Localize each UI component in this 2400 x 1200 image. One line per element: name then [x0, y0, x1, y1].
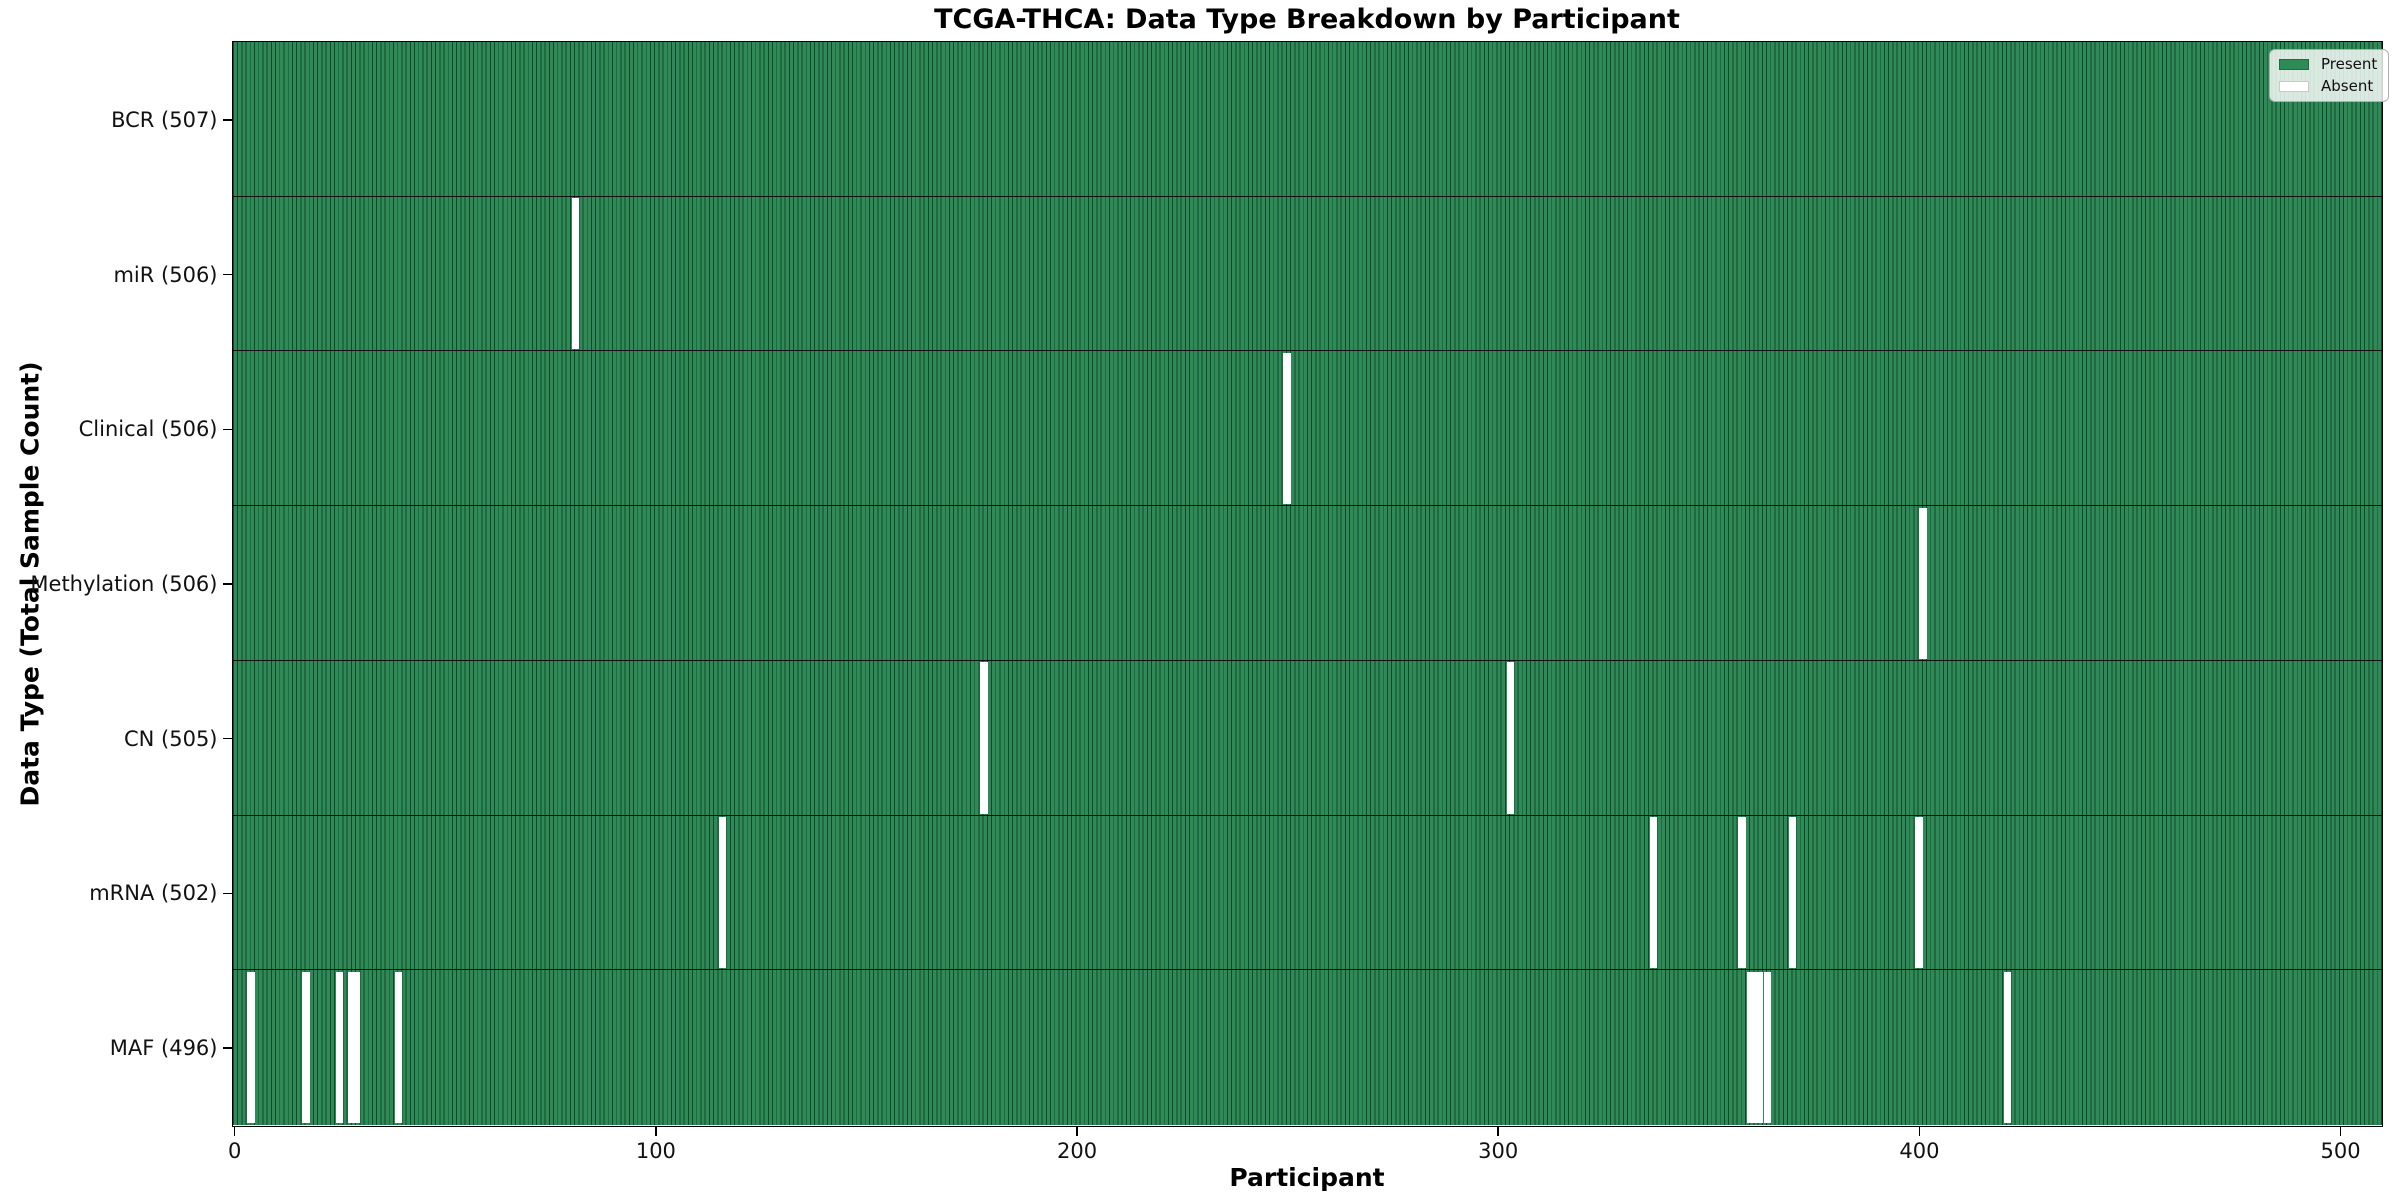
x-tick	[1076, 1127, 1078, 1136]
x-tick-label-300: 300	[1478, 1138, 1519, 1163]
row-mrna	[233, 815, 2382, 971]
x-tick-label-100: 100	[635, 1138, 676, 1163]
y-tick	[223, 892, 232, 895]
absent-gap	[1506, 662, 1515, 814]
absent-gap	[571, 198, 580, 350]
row-clinical	[233, 351, 2382, 507]
legend-entry-absent: Absent	[2279, 79, 2377, 94]
absent-gap	[2003, 971, 2012, 1123]
y-tick	[223, 1047, 232, 1049]
y-tick	[223, 428, 232, 431]
absent-gap	[394, 971, 403, 1123]
y-tick-label-maf: MAF (496)	[109, 1036, 218, 1061]
absent-gap	[335, 971, 344, 1123]
x-tick	[1497, 1127, 1499, 1136]
x-tick-label-400: 400	[1899, 1138, 1940, 1163]
legend-label-absent: Absent	[2321, 77, 2374, 95]
x-tick-label-500: 500	[2320, 1138, 2361, 1163]
absent-gap	[302, 971, 310, 1123]
y-tick	[223, 583, 232, 585]
row-mir	[233, 196, 2382, 352]
x-axis-label: Participant	[1229, 1163, 1385, 1192]
absent-gap	[1283, 352, 1291, 505]
absent-gap	[1738, 817, 1746, 969]
absent-gap	[1763, 971, 1771, 1123]
absent-gap	[1915, 817, 1923, 969]
row-maf	[233, 970, 2382, 1125]
absent-gap	[1788, 817, 1797, 969]
absent-gap	[1919, 507, 1927, 659]
legend-entry-present: Present	[2279, 57, 2377, 72]
x-tick	[1918, 1127, 1921, 1136]
absent-gap	[1746, 971, 1763, 1123]
y-tick-label-mir: miR (506)	[113, 262, 218, 287]
legend-label-present: Present	[2321, 55, 2378, 73]
y-tick-label-clinical: Clinical (506)	[78, 417, 218, 442]
y-tick	[223, 273, 232, 276]
absent-gap	[1649, 817, 1658, 969]
x-tick-label-0: 0	[228, 1138, 242, 1163]
y-tick	[223, 119, 232, 121]
y-tick-label-methylation: Methylation (506)	[30, 572, 218, 596]
y-tick	[223, 737, 232, 740]
x-tick	[2339, 1127, 2342, 1136]
present-swatch	[2279, 59, 2309, 70]
row-methylation	[233, 506, 2382, 661]
x-tick-label-200: 200	[1057, 1138, 1098, 1163]
row-cn	[233, 660, 2382, 816]
x-tick	[655, 1127, 657, 1136]
y-tick-label-mrna: mRNA (502)	[89, 881, 218, 906]
absent-gap	[719, 817, 727, 969]
absent-gap	[247, 971, 255, 1123]
chart-title: TCGA-THCA: Data Type Breakdown by Partic…	[934, 4, 1680, 35]
absent-gap	[980, 662, 988, 814]
x-tick	[233, 1127, 236, 1136]
y-tick-label-bcr: BCR (507)	[111, 107, 218, 132]
absent-gap	[348, 971, 361, 1123]
plot-area	[232, 41, 2383, 1127]
legend: Present Absent	[2269, 49, 2390, 102]
absent-swatch	[2279, 81, 2309, 92]
row-bcr	[233, 42, 2382, 197]
y-tick-label-cn: CN (505)	[123, 726, 218, 751]
